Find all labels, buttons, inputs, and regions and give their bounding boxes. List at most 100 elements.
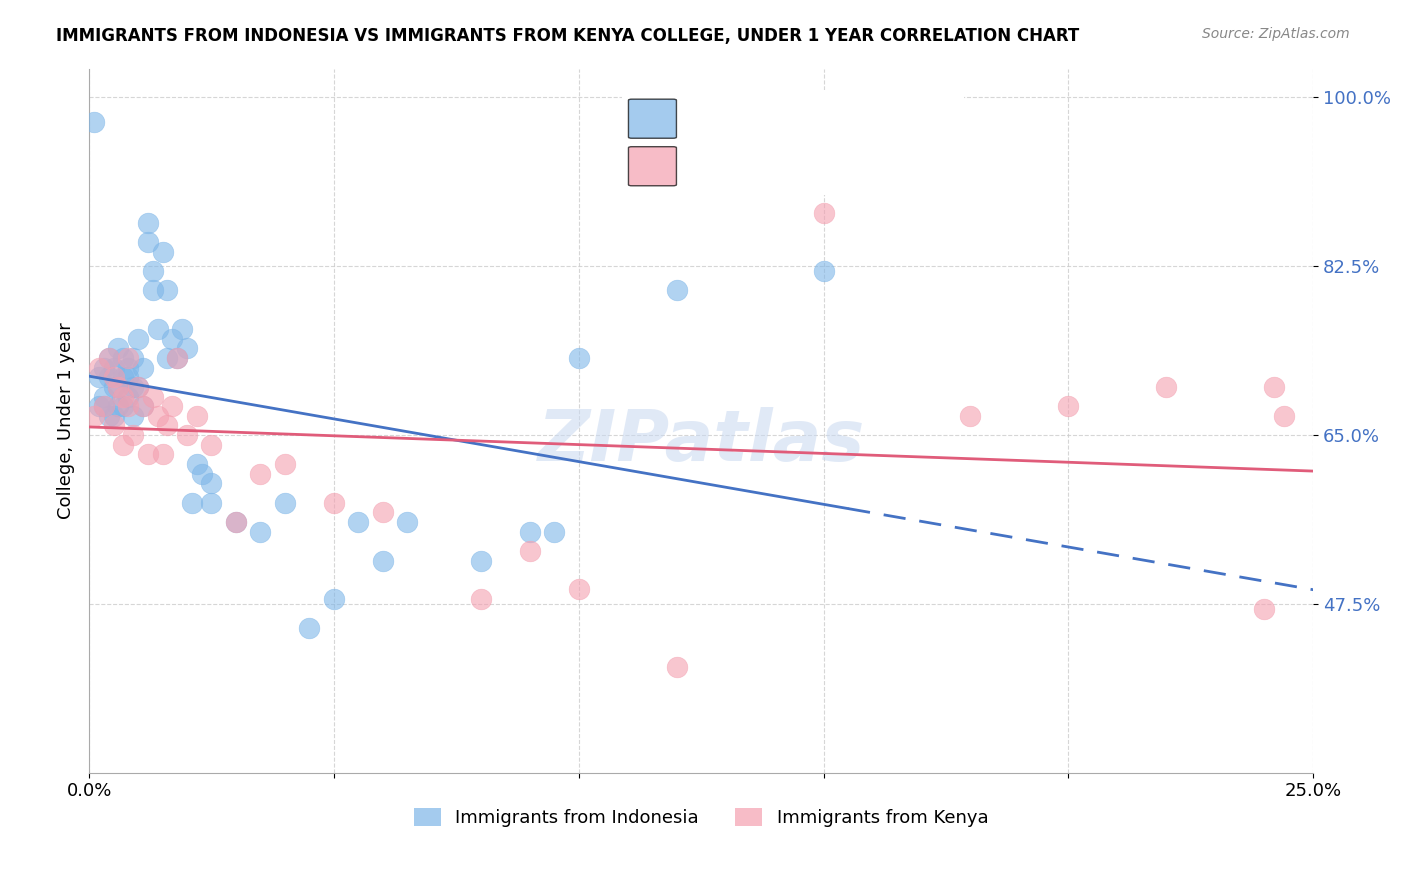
Point bbox=[127, 380, 149, 394]
Point bbox=[190, 467, 212, 481]
Point bbox=[87, 399, 110, 413]
Point bbox=[274, 457, 297, 471]
Point bbox=[180, 495, 202, 509]
Point bbox=[127, 380, 149, 394]
Point bbox=[142, 390, 165, 404]
Point bbox=[127, 332, 149, 346]
Point bbox=[117, 370, 139, 384]
Point bbox=[186, 457, 208, 471]
Point bbox=[186, 409, 208, 423]
Point bbox=[249, 467, 271, 481]
Point bbox=[117, 351, 139, 365]
Point bbox=[112, 390, 135, 404]
Point bbox=[1156, 380, 1178, 394]
Point bbox=[665, 659, 688, 673]
Point bbox=[117, 390, 139, 404]
Point bbox=[103, 370, 125, 384]
Point bbox=[347, 515, 370, 529]
Point bbox=[568, 582, 591, 597]
Point bbox=[959, 409, 981, 423]
Point bbox=[132, 399, 155, 413]
Point bbox=[142, 264, 165, 278]
Point bbox=[103, 380, 125, 394]
Point bbox=[97, 409, 120, 423]
Point bbox=[146, 322, 169, 336]
Point bbox=[103, 360, 125, 375]
Point bbox=[107, 399, 129, 413]
Text: IMMIGRANTS FROM INDONESIA VS IMMIGRANTS FROM KENYA COLLEGE, UNDER 1 YEAR CORRELA: IMMIGRANTS FROM INDONESIA VS IMMIGRANTS … bbox=[56, 27, 1080, 45]
Text: Source: ZipAtlas.com: Source: ZipAtlas.com bbox=[1202, 27, 1350, 41]
Point bbox=[93, 390, 115, 404]
Point bbox=[107, 380, 129, 394]
Point bbox=[136, 216, 159, 230]
Point bbox=[117, 399, 139, 413]
Point bbox=[396, 515, 419, 529]
Point bbox=[122, 409, 145, 423]
Point bbox=[568, 351, 591, 365]
Point bbox=[93, 360, 115, 375]
Point bbox=[107, 380, 129, 394]
Point bbox=[132, 360, 155, 375]
Point bbox=[166, 351, 188, 365]
Point bbox=[200, 476, 222, 491]
Point bbox=[249, 524, 271, 539]
Point bbox=[470, 592, 492, 607]
Point bbox=[112, 351, 135, 365]
Point bbox=[274, 495, 297, 509]
Point bbox=[176, 428, 198, 442]
Point bbox=[1263, 380, 1285, 394]
Point bbox=[146, 409, 169, 423]
Point bbox=[93, 399, 115, 413]
Point bbox=[83, 114, 105, 128]
Point bbox=[117, 360, 139, 375]
Point bbox=[200, 438, 222, 452]
Point bbox=[136, 235, 159, 249]
Point bbox=[132, 399, 155, 413]
Point bbox=[122, 351, 145, 365]
Point bbox=[813, 206, 835, 220]
Point bbox=[112, 399, 135, 413]
Point bbox=[103, 418, 125, 433]
Point bbox=[107, 341, 129, 355]
Point bbox=[225, 515, 247, 529]
Point bbox=[162, 399, 184, 413]
Point bbox=[322, 495, 344, 509]
Point bbox=[1057, 399, 1080, 413]
Point bbox=[543, 524, 565, 539]
Point bbox=[156, 284, 179, 298]
Point bbox=[176, 341, 198, 355]
Text: ZIPatlas: ZIPatlas bbox=[537, 408, 865, 476]
Point bbox=[172, 322, 194, 336]
Point bbox=[371, 553, 394, 567]
Point bbox=[122, 428, 145, 442]
Point bbox=[97, 370, 120, 384]
Point bbox=[1253, 601, 1275, 615]
Point bbox=[93, 399, 115, 413]
Point bbox=[166, 351, 188, 365]
Point bbox=[87, 360, 110, 375]
Point bbox=[97, 351, 120, 365]
Point bbox=[152, 447, 174, 461]
Point bbox=[371, 505, 394, 519]
Point bbox=[112, 370, 135, 384]
Y-axis label: College, Under 1 year: College, Under 1 year bbox=[58, 322, 75, 519]
Point bbox=[298, 621, 321, 635]
Point bbox=[103, 409, 125, 423]
Point bbox=[156, 351, 179, 365]
Point bbox=[665, 284, 688, 298]
Point bbox=[142, 284, 165, 298]
Point bbox=[813, 264, 835, 278]
Point bbox=[97, 351, 120, 365]
Point bbox=[112, 438, 135, 452]
Point bbox=[322, 592, 344, 607]
Point bbox=[156, 418, 179, 433]
Point bbox=[162, 332, 184, 346]
Point bbox=[225, 515, 247, 529]
Point bbox=[87, 370, 110, 384]
Point bbox=[519, 544, 541, 558]
Legend: Immigrants from Indonesia, Immigrants from Kenya: Immigrants from Indonesia, Immigrants fr… bbox=[406, 800, 995, 834]
Point bbox=[200, 495, 222, 509]
Point bbox=[83, 409, 105, 423]
Point bbox=[519, 524, 541, 539]
Point bbox=[152, 244, 174, 259]
